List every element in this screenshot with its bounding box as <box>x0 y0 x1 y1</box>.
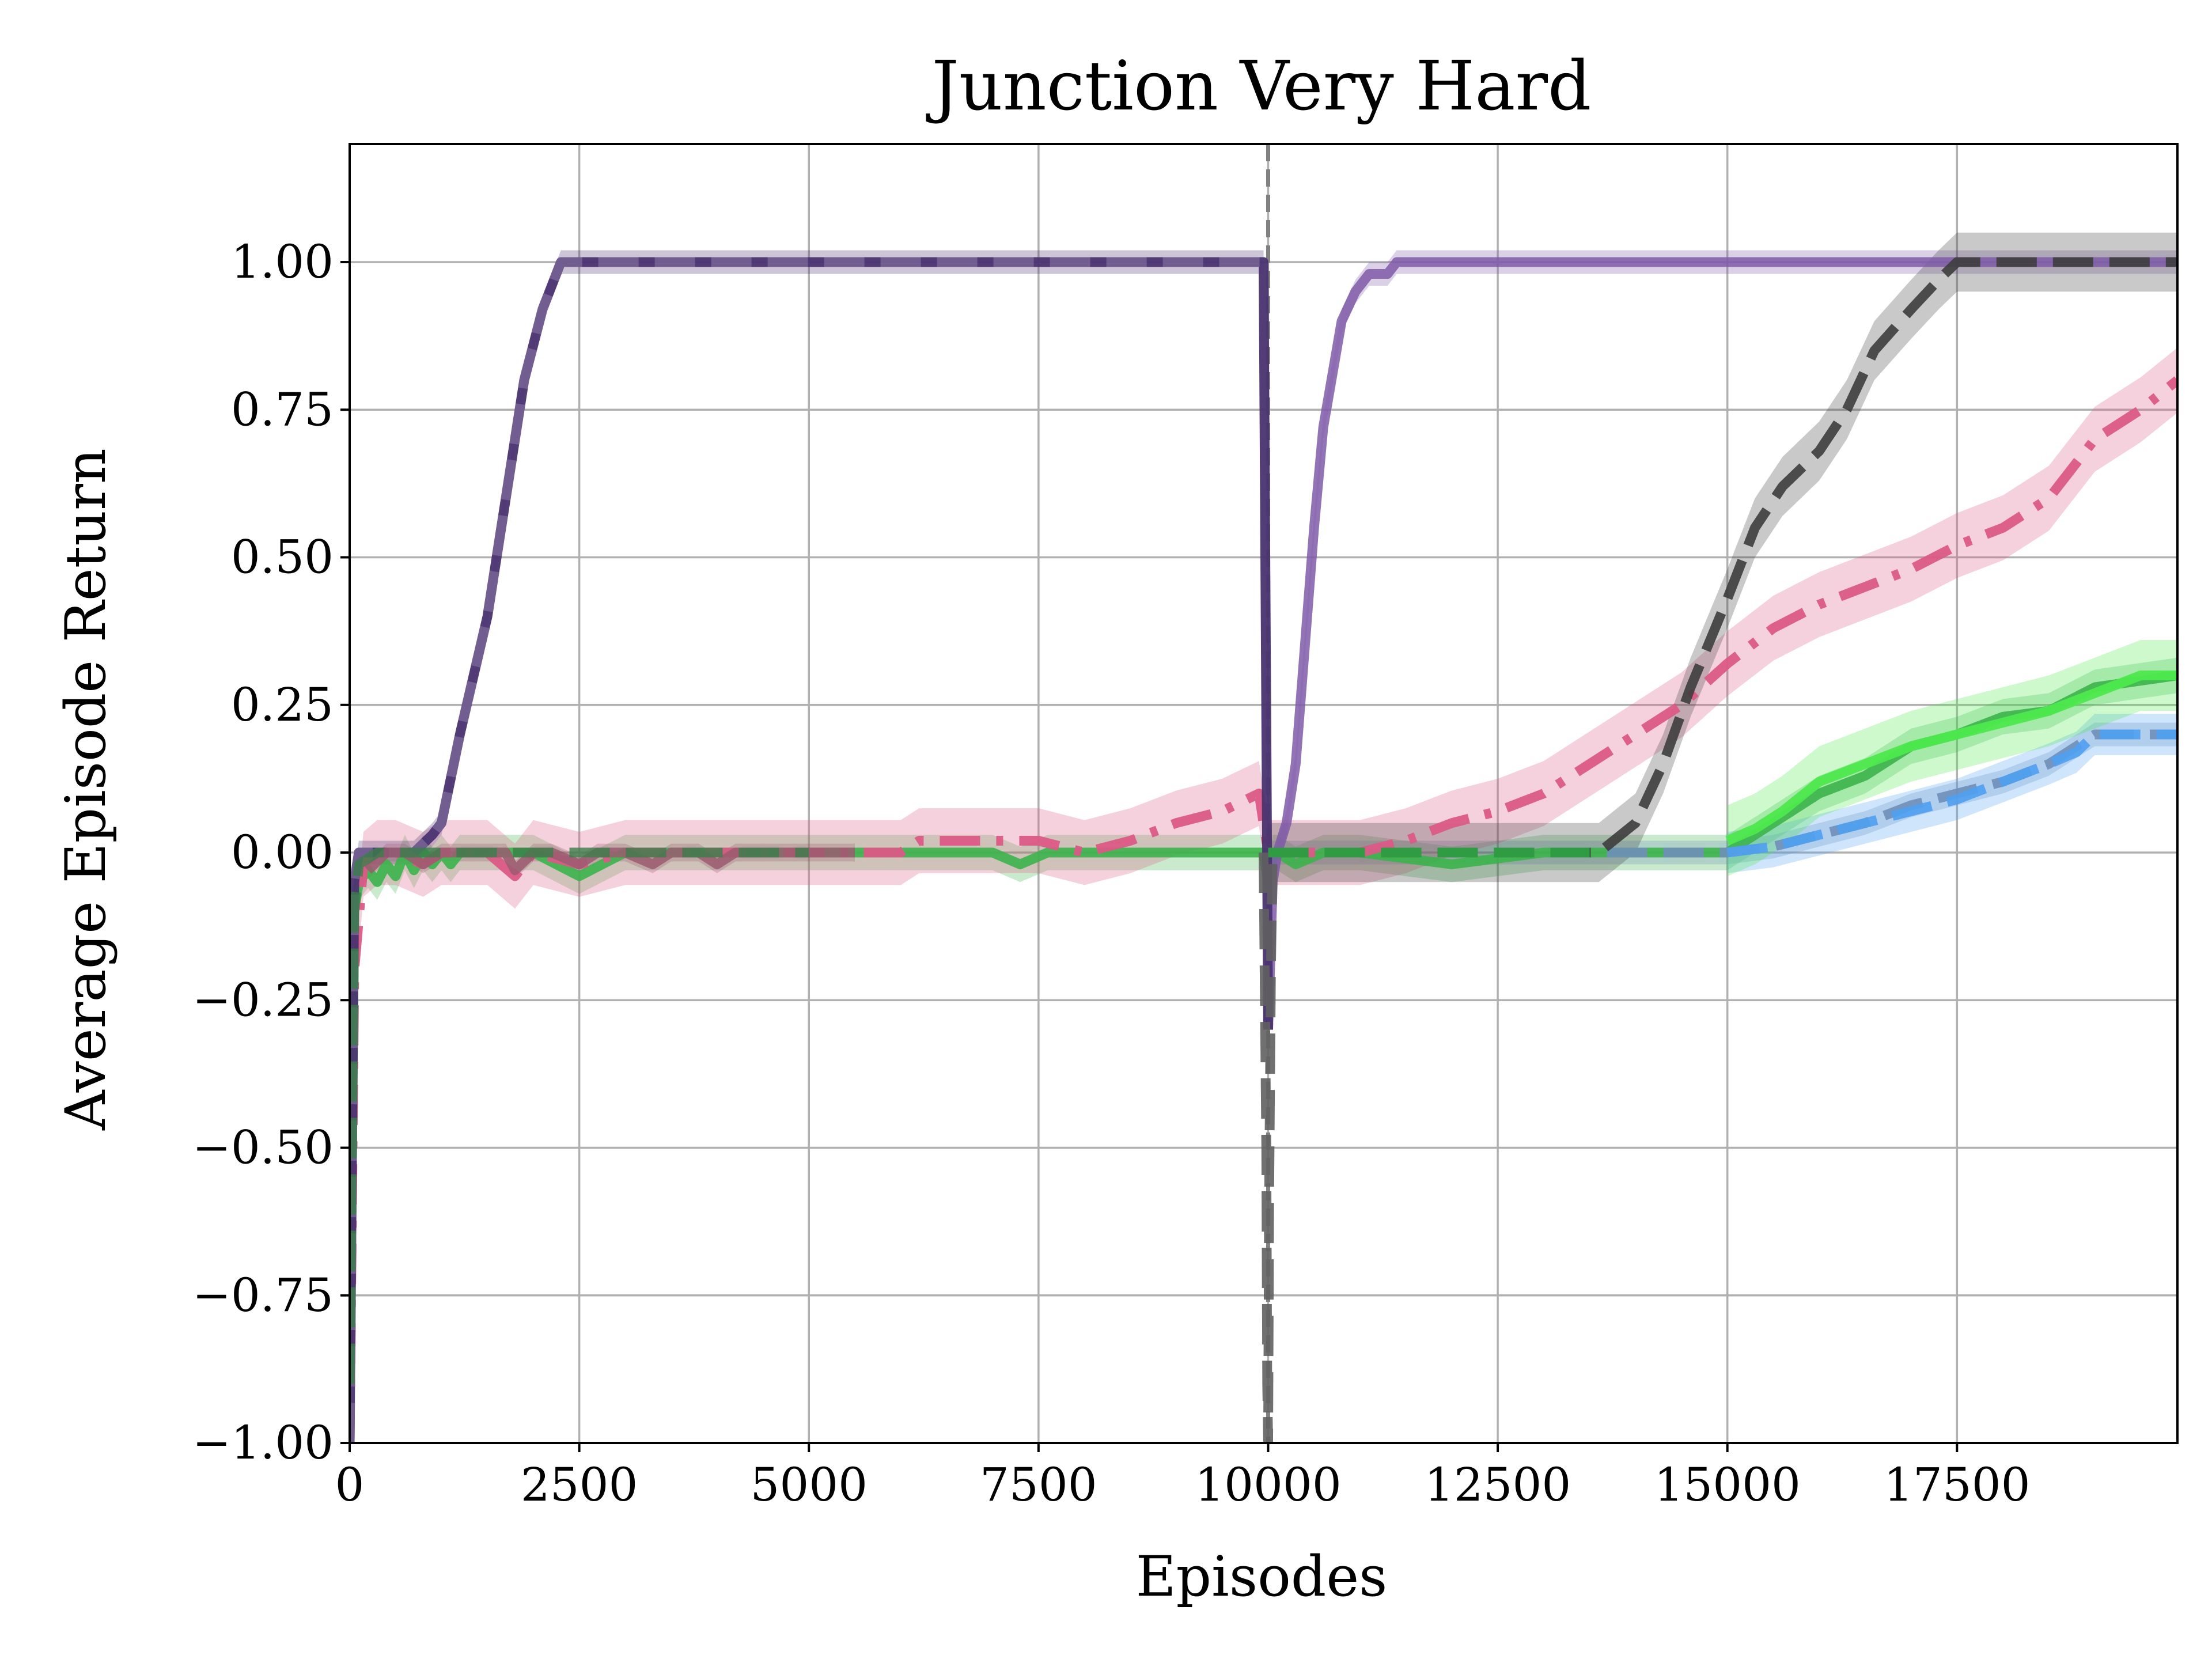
x-tick-label: 17500 <box>1884 1458 2031 1512</box>
y-tick-label: −0.75 <box>192 1268 334 1322</box>
x-tick-label: 12500 <box>1425 1458 1571 1512</box>
series-line-5 <box>1263 257 2177 1030</box>
series-line-0 <box>350 671 2177 1355</box>
y-tick-label: −1.00 <box>192 1416 334 1469</box>
y-tick-label: 0.00 <box>231 825 334 879</box>
y-tick-label: −0.25 <box>192 973 334 1027</box>
plot-frame <box>349 143 2179 1444</box>
y-tick-label: 0.25 <box>231 678 334 732</box>
series-line-4 <box>350 376 2177 1443</box>
y-tick-label: 1.00 <box>231 235 334 289</box>
x-tick-label: 10000 <box>1195 1458 1342 1512</box>
x-tick-label: 7500 <box>980 1458 1097 1512</box>
x-tick-label: 15000 <box>1654 1458 1801 1512</box>
series-line-3 <box>1725 671 2177 846</box>
y-tick-label: −0.50 <box>192 1121 334 1175</box>
x-tick-label: 0 <box>335 1458 365 1512</box>
series-line-2 <box>1726 729 2177 858</box>
y-axis-label: Average Episode Return <box>54 448 118 1131</box>
series-band-0 <box>350 657 2177 1372</box>
chart-title: Junction Very Hard <box>926 46 1591 126</box>
series-line-10 <box>350 847 809 1384</box>
y-tick-label: 0.50 <box>231 531 334 584</box>
y-tick-label: 0.75 <box>231 382 334 436</box>
series-line-12 <box>1259 852 1278 1443</box>
x-axis-label: Episodes <box>1136 1544 1388 1609</box>
axis-ticks: 0 2500 5000 7500 10000 12500 15000 17500 −1.00 −0… <box>192 235 2031 1512</box>
x-tick-label: 5000 <box>750 1458 868 1512</box>
plot-area <box>350 144 2177 1443</box>
x-tick-label: 2500 <box>521 1458 638 1512</box>
